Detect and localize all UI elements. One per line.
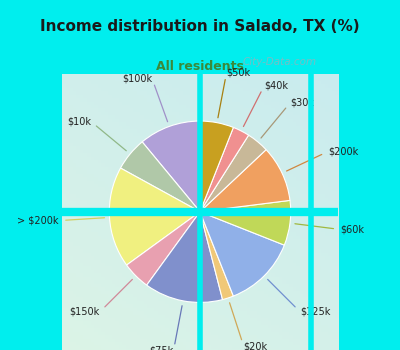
Wedge shape <box>147 212 222 302</box>
Text: $50k: $50k <box>226 68 251 78</box>
Wedge shape <box>200 212 284 296</box>
Wedge shape <box>142 121 200 212</box>
Text: $20k: $20k <box>244 341 268 350</box>
Text: $75k: $75k <box>149 346 174 350</box>
Text: $10k: $10k <box>67 117 91 126</box>
Text: > $200k: > $200k <box>17 216 59 226</box>
Wedge shape <box>200 201 291 245</box>
Wedge shape <box>200 121 233 212</box>
Wedge shape <box>200 135 266 212</box>
Wedge shape <box>127 212 200 285</box>
Text: $30k: $30k <box>290 98 314 108</box>
Text: $150k: $150k <box>70 307 100 317</box>
Text: $200k: $200k <box>328 146 358 156</box>
Text: $100k: $100k <box>122 74 152 84</box>
Wedge shape <box>200 212 233 300</box>
Text: $60k: $60k <box>340 224 364 234</box>
Text: Income distribution in Salado, TX (%): Income distribution in Salado, TX (%) <box>40 19 360 34</box>
Wedge shape <box>120 142 200 212</box>
Wedge shape <box>109 168 200 265</box>
Text: $125k: $125k <box>300 307 330 317</box>
Wedge shape <box>200 150 290 212</box>
Text: City-Data.com: City-Data.com <box>242 57 317 68</box>
Text: $40k: $40k <box>264 80 288 91</box>
Text: All residents: All residents <box>156 60 244 73</box>
Wedge shape <box>200 127 248 212</box>
